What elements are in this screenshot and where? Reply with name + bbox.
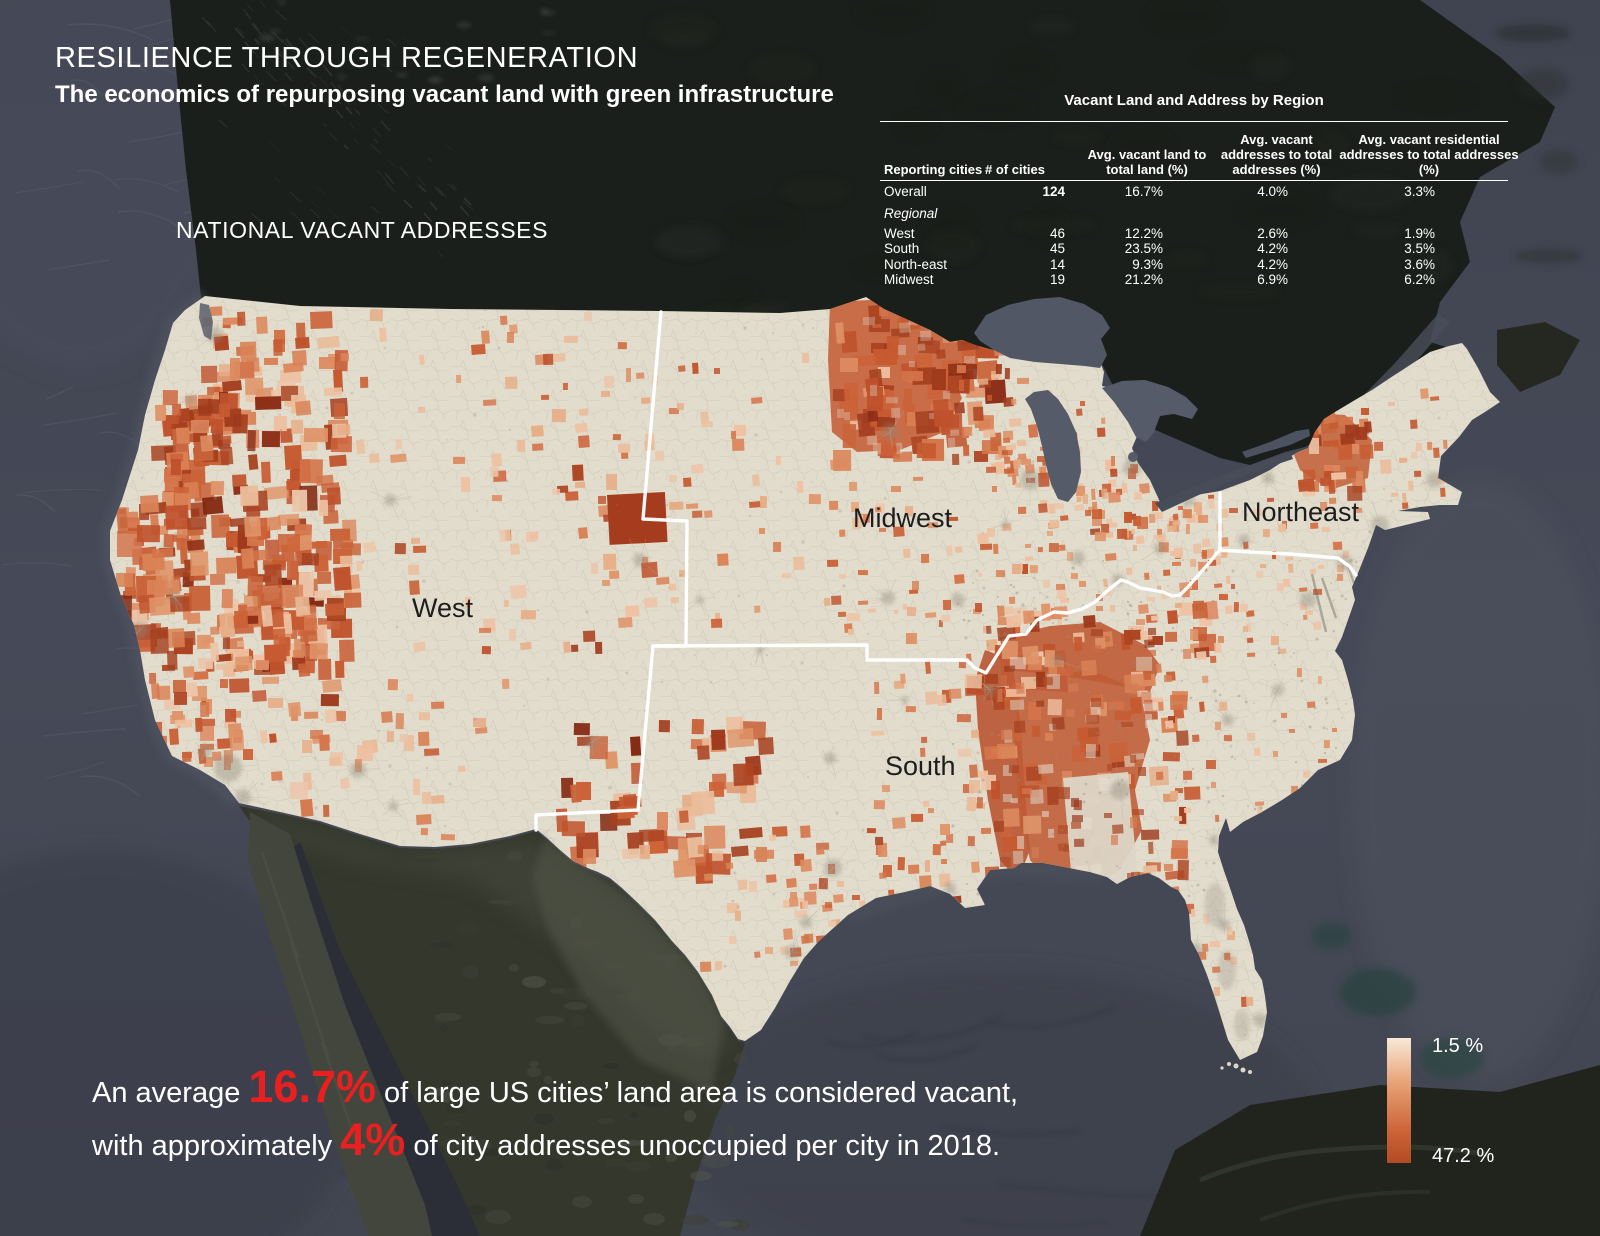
svg-text:Northeast: Northeast [1242,497,1360,527]
svg-text:Midwest: Midwest [853,503,953,533]
svg-text:South: South [885,751,956,781]
svg-text:West: West [412,593,474,623]
